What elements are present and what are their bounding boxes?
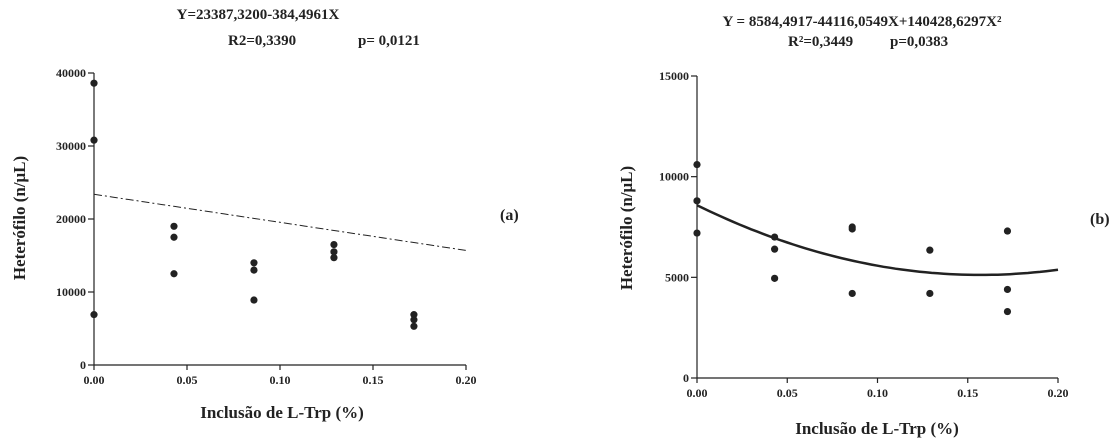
chart-a-x-tick-label: 0.20 [456,373,477,387]
chart-a-data-point [410,322,418,330]
chart-a-pvalue: p= 0,0121 [358,33,420,49]
chart-b-pvalue: p=0,0383 [890,34,948,50]
chart-a-ylabel: Heterófilo (n/μL) [10,156,29,280]
chart-b-x-tick-label: 0.15 [957,386,978,400]
chart-b-x-tick-label: 0.05 [777,386,798,400]
chart-a-data-point [330,254,338,262]
chart-a-data-point [90,79,98,87]
chart-b-y-tick-label: 0 [683,371,689,385]
chart-b-data-point [771,245,779,253]
chart-a-data-point [410,311,418,319]
chart-b-data-point [848,225,856,233]
chart-a-panel-label: (a) [500,207,519,224]
chart-a-fit-line [93,193,467,251]
chart-b-ylabel: Heterófilo (n/μL) [617,166,636,290]
chart-a-data-point [170,222,178,230]
chart-b-data-point [848,289,856,298]
chart-b-data-point [771,233,779,241]
chart-b-y-tick-label: 15000 [659,69,689,83]
chart-a-x-tick-label: 0.15 [363,373,384,387]
chart-a-data-point [170,270,178,278]
chart-a-equation: Y=23387,3200-384,4961X [177,7,340,23]
chart-b-y-tick-label: 10000 [659,170,689,184]
chart-b-data-point [693,160,701,169]
chart-b-x-tick-label: 0.10 [867,386,888,400]
chart-b-r2: R²=0,3449 [788,34,853,50]
chart-a-r2: R2=0,3390 [228,33,296,49]
chart-b-x-tick-label: 0.20 [1048,386,1069,400]
chart-a-x-tick-label: 0.10 [270,373,291,387]
chart-b-data-point [693,229,701,237]
chart-a-x-tick-label: 0.00 [84,373,105,387]
chart-b-data-point [693,197,701,205]
chart-b-x-tick-label: 0.00 [687,386,708,400]
chart-b-data-point [1003,227,1012,235]
chart-a-x-tick-label: 0.05 [177,373,198,387]
chart-a-y-tick-label: 30000 [56,139,86,153]
chart-b-data-point [926,246,934,254]
chart-a-data-point [250,266,258,274]
chart-a-data-point [330,240,338,249]
chart-b-xlabel: Inclusão de L-Trp (%) [795,419,959,438]
chart-panel-b: Y = 8584,4917-44116,0549X+140428,6297X² … [617,14,1110,438]
chart-a-data-point [330,248,338,256]
chart-a-y-tick-label: 40000 [56,66,86,80]
chart-a-y-tick-label: 0 [80,358,86,372]
chart-a-data-point [250,296,258,304]
chart-panel-a: Y=23387,3200-384,4961X R2=0,3390 p= 0,01… [10,7,519,422]
chart-b-data-point [926,289,934,298]
chart-a-data-point [170,233,178,241]
chart-b-plot-area: 0 5000 10000 15000 0.00 0.05 0.10 0.15 0.20 [659,69,1069,400]
chart-a-data-point [90,311,98,319]
chart-b-fit-line [696,204,1059,277]
chart-a-plot-area: 0 10000 20000 30000 40000 0.00 0.05 0.10 0.15 0.2… [56,66,477,387]
chart-b-data-point [771,274,779,282]
chart-a-y-tick-label: 20000 [56,212,86,226]
chart-b-y-tick-label: 5000 [665,270,689,284]
chart-a-data-point [90,136,98,144]
chart-b-data-point [1003,285,1012,294]
chart-b-data-point [1003,307,1012,316]
chart-a-data-point [410,316,418,324]
chart-a-xlabel: Inclusão de L-Trp (%) [200,403,364,422]
chart-a-y-tick-label: 10000 [56,285,86,299]
chart-b-equation: Y = 8584,4917-44116,0549X+140428,6297X² [723,14,1002,30]
chart-a-data-point [250,259,258,267]
chart-b-panel-label: (b) [1090,211,1110,228]
